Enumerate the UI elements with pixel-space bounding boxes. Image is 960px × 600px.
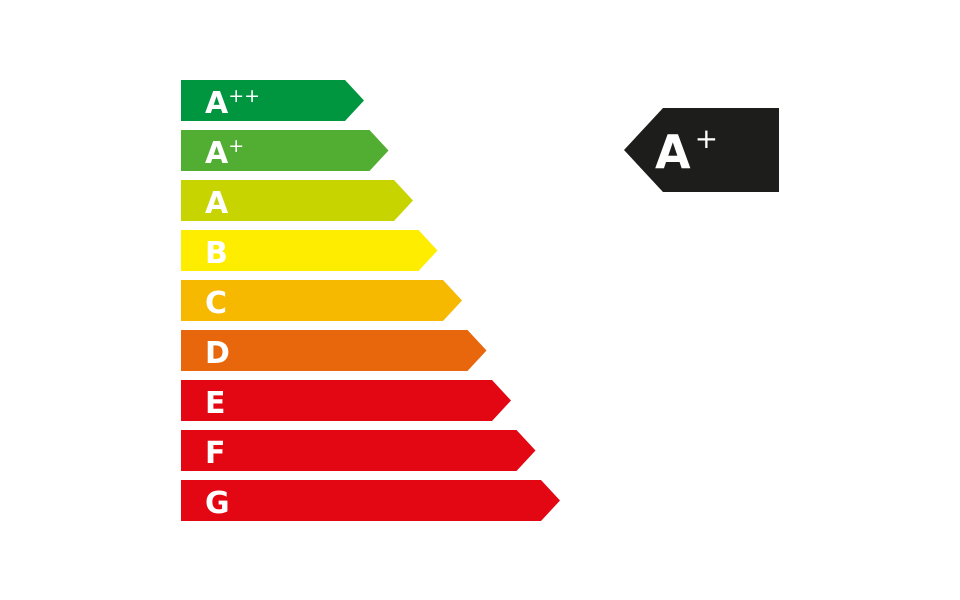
energy-class-bar: E bbox=[181, 380, 511, 421]
current-rating-tag: A + bbox=[624, 108, 779, 192]
energy-class-bar: D bbox=[181, 330, 487, 371]
energy-class-label: F bbox=[205, 436, 226, 471]
energy-class-label: C bbox=[205, 286, 227, 321]
energy-class-label: D bbox=[205, 336, 230, 371]
energy-class-arrow bbox=[181, 380, 511, 421]
energy-class-arrow bbox=[181, 280, 462, 321]
energy-class-label: E bbox=[205, 386, 226, 421]
energy-class-bar: A+ bbox=[181, 130, 389, 171]
energy-class-arrow bbox=[181, 130, 389, 171]
energy-class-bar: B bbox=[181, 230, 438, 271]
energy-class-arrow bbox=[181, 80, 364, 121]
energy-class-arrow bbox=[181, 180, 413, 221]
energy-class-arrow bbox=[181, 330, 487, 371]
rating-arrow bbox=[624, 108, 779, 192]
energy-class-label: G bbox=[205, 486, 230, 521]
energy-class-label: A bbox=[205, 186, 229, 221]
energy-class-label: A++ bbox=[205, 85, 260, 121]
energy-class-arrow bbox=[181, 230, 438, 271]
energy-class-arrow bbox=[181, 430, 536, 471]
energy-class-bar: C bbox=[181, 280, 462, 321]
rating-label: A + bbox=[655, 122, 718, 179]
energy-class-label: A+ bbox=[205, 135, 244, 171]
energy-class-bar: A++ bbox=[181, 80, 364, 121]
energy-class-arrow bbox=[181, 480, 560, 521]
energy-class-label: B bbox=[205, 236, 228, 271]
energy-class-bar: F bbox=[181, 430, 536, 471]
energy-class-bar: A bbox=[181, 180, 413, 221]
energy-class-bar: G bbox=[181, 480, 560, 521]
